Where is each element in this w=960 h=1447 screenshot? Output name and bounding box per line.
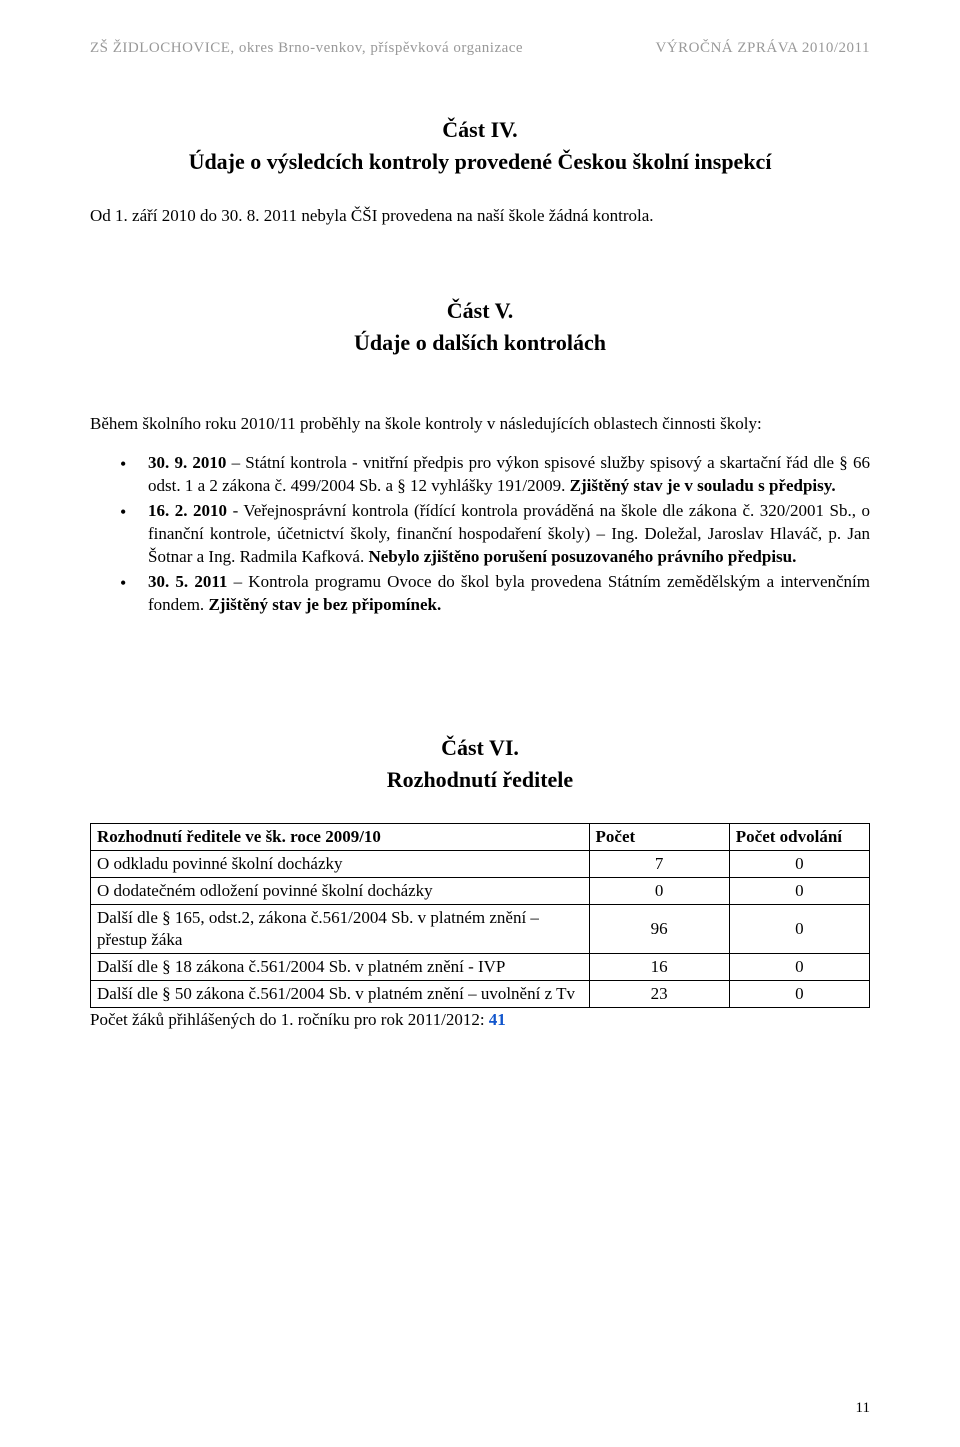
section-v-intro: Během školního roku 2010/11 proběhly na … <box>90 413 870 436</box>
bullet-date: 16. 2. 2010 <box>148 501 227 520</box>
section-iv-title: Část IV. <box>90 117 870 143</box>
table-cell: 0 <box>729 850 869 877</box>
table-cell: 16 <box>589 953 729 980</box>
table-header-cell: Počet odvolání <box>729 823 869 850</box>
table-cell: 0 <box>589 877 729 904</box>
section-iv-subtitle: Údaje o výsledcích kontroly provedené Če… <box>90 147 870 177</box>
table-row: O odkladu povinné školní docházky70 <box>91 850 870 877</box>
bullet-conclusion: Nebylo zjištěno porušení posuzovaného pr… <box>368 547 796 566</box>
table-cell: 96 <box>589 904 729 953</box>
table-cell: O dodatečném odložení povinné školní doc… <box>91 877 590 904</box>
page-number: 11 <box>856 1400 870 1417</box>
bullet-conclusion: Zjištěný stav je bez připomínek. <box>208 595 441 614</box>
section-v-title: Část V. <box>90 298 870 324</box>
bullet-item: 16. 2. 2010 - Veřejnosprávní kontrola (ř… <box>120 500 870 569</box>
table-row: Další dle § 18 zákona č.561/2004 Sb. v p… <box>91 953 870 980</box>
bullet-date: 30. 5. 2011 <box>148 572 227 591</box>
bullet-conclusion: Zjištěný stav je v souladu s předpisy. <box>570 476 836 495</box>
table-cell: 0 <box>729 953 869 980</box>
table-row: Další dle § 165, odst.2, zákona č.561/20… <box>91 904 870 953</box>
decision-table: Rozhodnutí ředitele ve šk. roce 2009/10P… <box>90 823 870 1009</box>
table-cell: 0 <box>729 981 869 1008</box>
table-cell: Další dle § 18 zákona č.561/2004 Sb. v p… <box>91 953 590 980</box>
table-cell: O odkladu povinné školní docházky <box>91 850 590 877</box>
table-cell: 0 <box>729 904 869 953</box>
page-header: ZŠ ŽIDLOCHOVICE, okres Brno-venkov, přís… <box>90 40 870 57</box>
section-vi-title: Část VI. <box>90 735 870 761</box>
table-cell: Další dle § 50 zákona č.561/2004 Sb. v p… <box>91 981 590 1008</box>
section-iv-body: Od 1. září 2010 do 30. 8. 2011 nebyla ČŠ… <box>90 205 870 228</box>
table-cell: 0 <box>729 877 869 904</box>
table-cell: 23 <box>589 981 729 1008</box>
footnote-value: 41 <box>489 1010 506 1029</box>
header-right: VÝROČNÁ ZPRÁVA 2010/2011 <box>655 40 870 57</box>
table-cell: Další dle § 165, odst.2, zákona č.561/20… <box>91 904 590 953</box>
section-v-subtitle: Údaje o dalších kontrolách <box>90 328 870 358</box>
table-header-cell: Počet <box>589 823 729 850</box>
enrollment-footnote: Počet žáků přihlášených do 1. ročníku pr… <box>90 1010 870 1030</box>
bullet-item: 30. 9. 2010 – Státní kontrola - vnitřní … <box>120 452 870 498</box>
document-page: ZŠ ŽIDLOCHOVICE, okres Brno-venkov, přís… <box>0 0 960 1447</box>
bullet-date: 30. 9. 2010 <box>148 453 226 472</box>
footnote-label: Počet žáků přihlášených do 1. ročníku pr… <box>90 1010 489 1029</box>
table-row: O dodatečném odložení povinné školní doc… <box>91 877 870 904</box>
bullet-item: 30. 5. 2011 – Kontrola programu Ovoce do… <box>120 571 870 617</box>
table-header-cell: Rozhodnutí ředitele ve šk. roce 2009/10 <box>91 823 590 850</box>
table-cell: 7 <box>589 850 729 877</box>
table-row: Další dle § 50 zákona č.561/2004 Sb. v p… <box>91 981 870 1008</box>
header-left: ZŠ ŽIDLOCHOVICE, okres Brno-venkov, přís… <box>90 40 523 57</box>
section-v-bullets: 30. 9. 2010 – Státní kontrola - vnitřní … <box>90 452 870 617</box>
section-vi-subtitle: Rozhodnutí ředitele <box>90 765 870 795</box>
